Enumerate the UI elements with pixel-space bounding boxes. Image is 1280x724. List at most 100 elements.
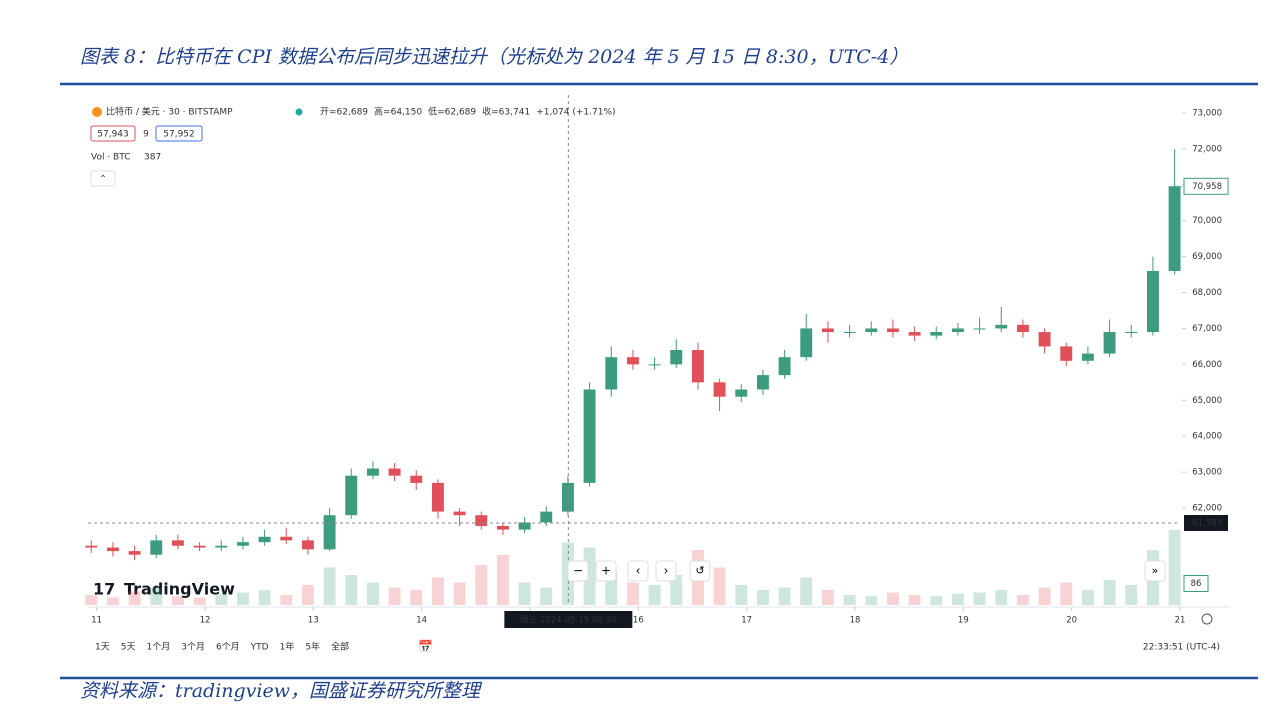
volume-bar	[236, 592, 249, 605]
volume-bar	[150, 587, 163, 605]
candle-body	[150, 540, 163, 555]
candle-body	[1146, 270, 1159, 333]
candle-body	[735, 389, 748, 397]
volume-bar	[995, 590, 1008, 605]
volume-bar	[258, 590, 271, 605]
source-note: 资料来源：tradingview，国盛证券研究所整理	[80, 680, 483, 702]
candle-body	[1016, 324, 1029, 333]
status-dot	[295, 108, 303, 116]
spread: 9	[143, 130, 149, 140]
range-button[interactable]: 6个月	[216, 642, 240, 653]
ask-box[interactable]	[155, 125, 203, 142]
candle-body	[756, 375, 769, 390]
zoom-out[interactable]	[567, 560, 589, 582]
candle-body	[388, 468, 401, 476]
volume-bar	[431, 577, 444, 605]
volume-bar	[973, 592, 986, 605]
volume-bar	[518, 582, 531, 605]
volume-bar	[908, 595, 921, 605]
ohlc-label: 收=63,741	[482, 106, 530, 118]
volume-bar	[1125, 585, 1138, 605]
candle-body	[1103, 332, 1116, 354]
volume-bar	[410, 590, 423, 605]
volume-bar	[345, 575, 358, 605]
volume-bar	[388, 587, 401, 605]
candle-body	[973, 328, 986, 330]
candle-body	[1081, 353, 1094, 361]
candle-body	[366, 468, 379, 476]
scroll-left[interactable]	[627, 560, 649, 582]
volume-bar	[85, 595, 98, 605]
volume-bar	[301, 585, 314, 605]
candle-body	[583, 389, 596, 483]
y-tick-label: 66,000	[1192, 360, 1222, 370]
x-tick-label: 21	[1175, 616, 1186, 626]
candle-body	[345, 475, 358, 516]
y-tick-label: 72,000	[1192, 144, 1222, 154]
range-button[interactable]: 1年	[280, 641, 295, 653]
volume-bar	[583, 547, 596, 605]
candle-body	[951, 328, 964, 333]
volume-bar	[821, 590, 834, 605]
volume-bar	[1016, 595, 1029, 605]
volume-bar	[193, 597, 206, 605]
volume-bar	[106, 597, 119, 605]
calendar-icon[interactable]: 📅	[418, 640, 433, 654]
x-tick-label: 12	[200, 616, 211, 626]
collapse-button[interactable]	[90, 170, 116, 187]
volume-bar	[366, 582, 379, 605]
x-tick-label: 11	[91, 616, 102, 626]
candle-body	[1125, 332, 1138, 334]
volume-bar	[475, 565, 488, 605]
nav-buttons: − + ‹ › ↺ »	[567, 560, 1166, 582]
volume-bar	[886, 592, 899, 605]
x-tick-label: 18	[850, 616, 861, 626]
candle-body	[1060, 346, 1073, 361]
ohlc-label: +1,074 (+1.71%)	[536, 108, 615, 118]
volume-bar	[496, 555, 509, 605]
candle-body	[605, 357, 618, 390]
x-tick-label: 16	[633, 616, 644, 626]
range-button[interactable]: 1天	[95, 643, 110, 653]
volume-bar	[1081, 590, 1094, 605]
bid-box[interactable]	[90, 125, 136, 142]
settings-icon[interactable]	[1201, 613, 1213, 625]
bid: 57,943	[97, 130, 129, 140]
zoom-out-icon: −	[573, 564, 583, 578]
candle-body	[301, 540, 314, 550]
range-button[interactable]: 1个月	[146, 642, 170, 653]
ohlc-label: 开=62,689	[320, 107, 368, 118]
candle-body	[930, 332, 943, 336]
y-tick-label: 68,000	[1192, 288, 1222, 298]
candle-body	[128, 551, 141, 555]
zoom-in-icon: +	[601, 564, 611, 578]
candle-body	[648, 364, 661, 366]
zoom-in[interactable]	[595, 560, 617, 582]
range-button[interactable]: 5年	[305, 641, 320, 653]
candle-body	[475, 515, 488, 526]
candle-body	[106, 547, 119, 552]
reset[interactable]	[689, 560, 711, 582]
crosshair-y-box	[1184, 515, 1228, 532]
go-live-icon: »	[1152, 564, 1159, 577]
range-button[interactable]: YTD	[250, 643, 269, 653]
logo: TradingView	[124, 580, 235, 599]
coin-icon	[92, 107, 102, 117]
volume-bar	[713, 567, 726, 605]
range-button[interactable]: 5天	[121, 643, 136, 653]
volume-bar	[128, 591, 141, 605]
candle-body	[1168, 186, 1181, 271]
y-tick-label: 69,000	[1192, 252, 1222, 262]
volume-bar	[648, 585, 661, 605]
scroll-right[interactable]	[655, 560, 677, 582]
range-button[interactable]: 全部	[331, 641, 349, 653]
volume-bar	[1103, 580, 1116, 605]
volume-bar	[171, 596, 184, 605]
candle-body	[410, 475, 423, 483]
volume-bar	[1038, 587, 1051, 605]
y-tick-label: 63,000	[1192, 468, 1222, 478]
volume-bar	[865, 596, 878, 605]
range-button[interactable]: 3个月	[181, 642, 205, 653]
candle-body	[778, 357, 791, 376]
go-live[interactable]	[1144, 560, 1166, 582]
